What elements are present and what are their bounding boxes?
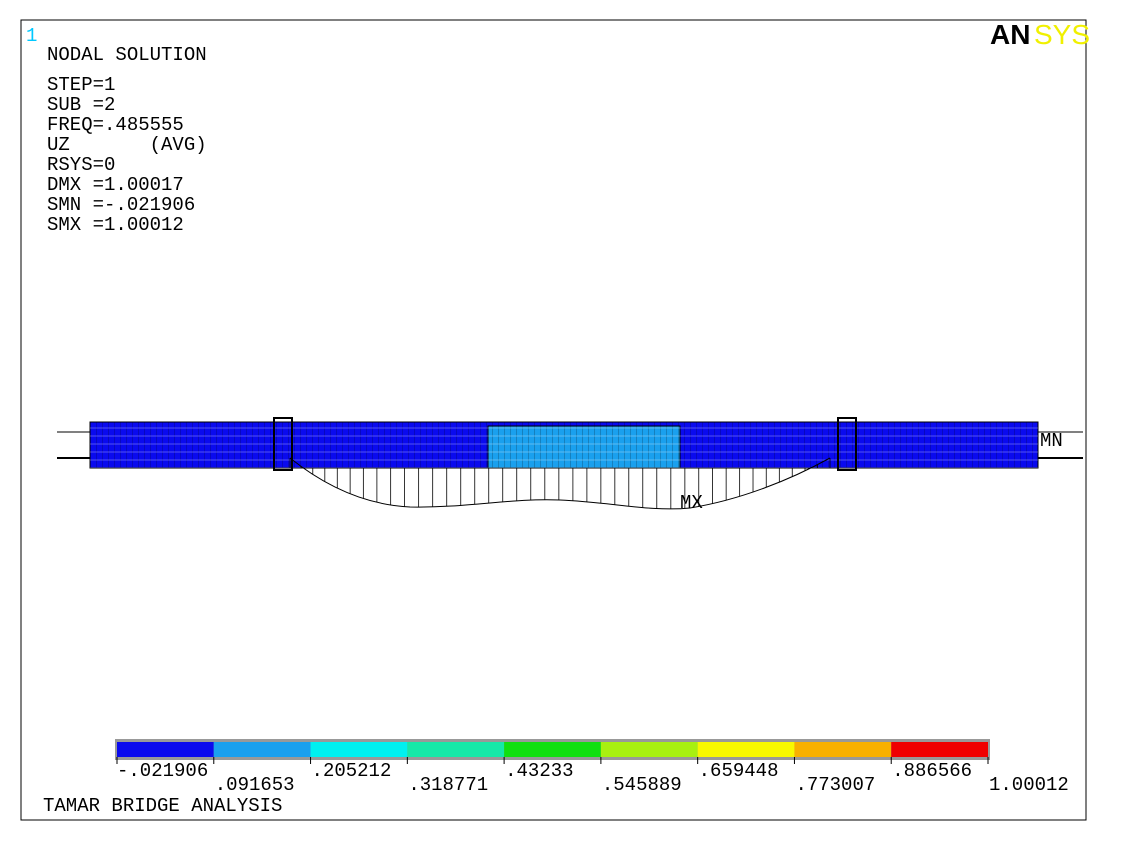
legend-label: .318771: [408, 774, 488, 796]
max-marker: MX: [680, 492, 703, 514]
header-line: STEP=1: [47, 74, 115, 96]
legend-swatch: [310, 742, 408, 757]
footer-title: TAMAR BRIDGE ANALYSIS: [43, 795, 282, 817]
legend-swatch: [504, 742, 601, 757]
header-line: NODAL SOLUTION: [47, 44, 207, 66]
legend-label: .205212: [312, 760, 392, 782]
header-line: FREQ=.485555: [47, 114, 184, 136]
legend-label: .545889: [602, 774, 682, 796]
logo-an: AN: [990, 19, 1030, 50]
tower: [273, 417, 293, 471]
legend-swatch: [794, 742, 892, 757]
deck-mesh: [90, 422, 1038, 468]
legend-label: .091653: [215, 774, 295, 796]
legend-label: -.021906: [117, 760, 208, 782]
tower: [837, 417, 857, 471]
plot-frame: [20, 19, 1087, 821]
window-number: 1: [26, 25, 37, 47]
bridge-model: [57, 417, 1083, 510]
header-line: DMX =1.00017: [47, 174, 184, 196]
legend-swatch: [697, 742, 795, 757]
legend: -.021906 .091653 .205212 .318771 .43233 .5458…: [115, 739, 1069, 796]
header-line: SUB =2: [47, 94, 115, 116]
logo-sys: SYS: [1034, 19, 1090, 50]
legend-label: .43233: [505, 760, 573, 782]
legend-swatch: [600, 742, 698, 757]
legend-swatch: [407, 742, 505, 757]
legend-label: .773007: [795, 774, 875, 796]
legend-swatch: [891, 742, 988, 757]
legend-swatch: [213, 742, 311, 757]
legend-swatch: [117, 742, 214, 757]
header-line: SMN =-.021906: [47, 194, 195, 216]
header-line: UZ (AVG): [47, 134, 207, 156]
header-line: SMX =1.00012: [47, 214, 184, 236]
header-line: RSYS=0: [47, 154, 115, 176]
legend-label: .659448: [699, 760, 779, 782]
min-marker: MN: [1040, 430, 1063, 452]
legend-label: .886566: [892, 760, 972, 782]
legend-label: 1.00012: [989, 774, 1069, 796]
